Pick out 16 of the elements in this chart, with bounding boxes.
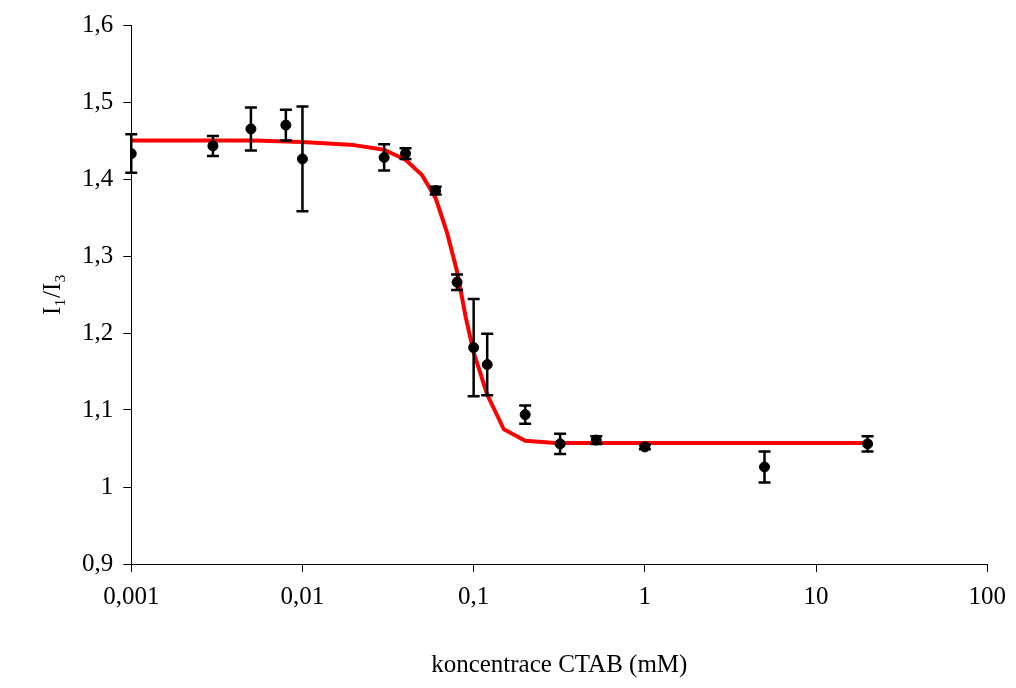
x-tick-label: 100	[968, 581, 1006, 609]
x-tick-label: 1	[638, 581, 652, 609]
y-tick-label: 1,5	[82, 86, 114, 114]
x-tick-label: 0,001	[103, 581, 160, 609]
y-tick-label: 0,9	[82, 548, 114, 576]
y-tick-label: 1,2	[82, 317, 114, 345]
y-axis-title: I₁/I₃	[37, 273, 65, 316]
y-tick-label: 1,3	[82, 240, 114, 268]
y-tick-label: 1,4	[82, 163, 114, 191]
x-axis-title: koncentrace CTAB (mM)	[431, 649, 688, 678]
x-tick-label: 0,1	[458, 581, 490, 609]
y-tick-label: 1,1	[82, 394, 114, 422]
x-tick-label: 0,01	[280, 581, 325, 609]
y-tick-label: 1	[100, 471, 114, 499]
y-tick-label: 1,6	[82, 9, 114, 37]
x-tick-label: 10	[803, 581, 829, 609]
